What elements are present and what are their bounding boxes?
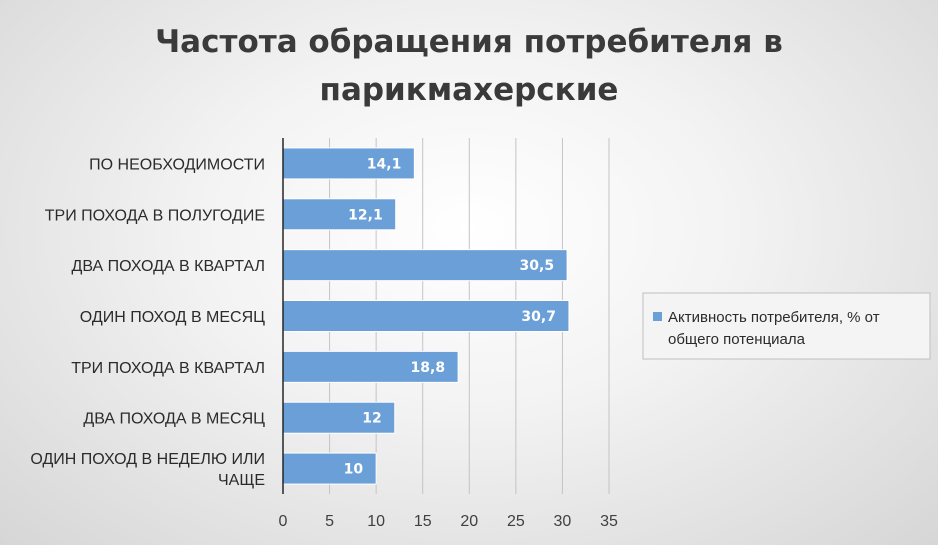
category-label: ПО НЕОБХОДИМОСТИ xyxy=(89,156,265,173)
x-tick-label: 25 xyxy=(507,513,525,530)
chart-data-labels: 14,1 12,1 30,5 30,7 18,8 12 10 xyxy=(344,156,556,477)
category-label: ТРИ ПОХОДА В ПОЛУГОДИЕ xyxy=(45,207,265,224)
chart-title-line: Частота обращения потребителя в xyxy=(155,24,783,60)
bar xyxy=(282,350,459,383)
chart-tick-labels: 0 5 10 15 20 25 30 35 xyxy=(279,513,618,530)
x-tick-label: 5 xyxy=(325,513,334,530)
data-label: 12 xyxy=(362,411,381,427)
chart-bars xyxy=(282,147,570,485)
bar xyxy=(282,401,396,434)
chart-title: Частота обращения потребителя в парикмахе… xyxy=(155,24,783,108)
x-tick-label: 10 xyxy=(367,513,385,530)
category-label: ОДИН ПОХОД В НЕДЕЛЮ ИЛИ ЧАЩЕ xyxy=(30,451,265,489)
data-label: 30,5 xyxy=(520,258,555,274)
data-label: 18,8 xyxy=(411,360,446,376)
category-label: ДВА ПОХОДА В МЕСЯЦ xyxy=(83,411,265,428)
data-label: 30,7 xyxy=(521,309,556,325)
bar xyxy=(282,249,568,282)
x-tick-label: 35 xyxy=(600,513,618,530)
chart-category-labels: ПО НЕОБХОДИМОСТИ ТРИ ПОХОДА В ПОЛУГОДИЕ ДВ… xyxy=(30,156,265,489)
category-label: ДВА ПОХОДА В КВАРТАЛ xyxy=(72,258,265,275)
x-tick-label: 20 xyxy=(460,513,478,530)
chart-title-line: парикмахерские xyxy=(320,72,619,108)
bar xyxy=(282,198,397,231)
legend-swatch xyxy=(653,312,662,321)
data-label: 10 xyxy=(344,462,364,478)
x-tick-label: 30 xyxy=(554,513,572,530)
data-label: 14,1 xyxy=(367,156,402,172)
category-label: ОДИН ПОХОД В МЕСЯЦ xyxy=(80,309,265,326)
bar xyxy=(282,452,377,485)
x-tick-label: 0 xyxy=(279,513,288,530)
category-label: ТРИ ПОХОДА В КВАРТАЛ xyxy=(71,360,265,377)
x-tick-label: 15 xyxy=(414,513,432,530)
legend-box xyxy=(642,292,931,360)
data-label: 12,1 xyxy=(348,207,383,223)
legend-label: Активность потребителя, % от общего потен… xyxy=(668,309,880,348)
chart-legend: Активность потребителя, % от общего потен… xyxy=(642,292,931,360)
